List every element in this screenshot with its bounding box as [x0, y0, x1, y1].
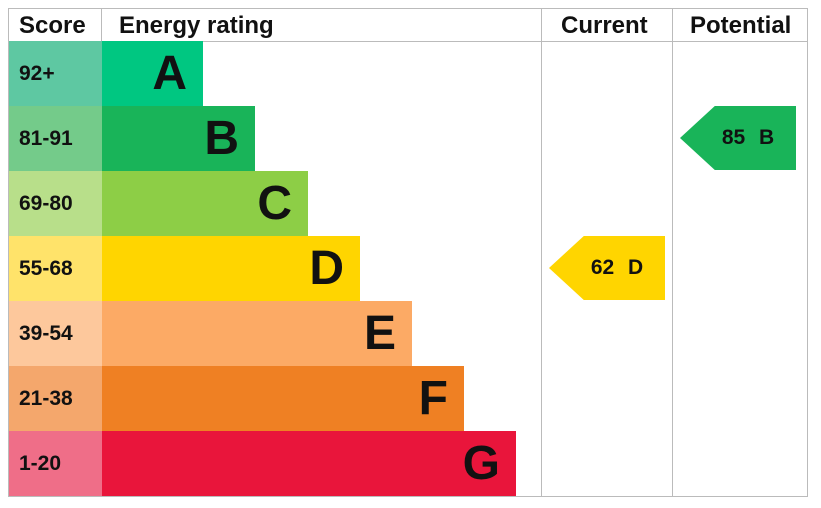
header-divider: [9, 41, 807, 42]
current-header: Current: [561, 12, 648, 39]
band-bar-g: G: [102, 431, 516, 496]
score-range-d: 55-68: [9, 236, 102, 301]
band-bar-d: D: [102, 236, 360, 301]
band-bar-f: F: [102, 366, 464, 431]
potential-rating-arrow: 85 B: [680, 106, 796, 170]
column-divider: [672, 9, 673, 496]
score-range-a: 92+: [9, 41, 102, 106]
score-range-f: 21-38: [9, 366, 102, 431]
potential-rating-label: 85 B: [721, 126, 775, 149]
score-range-g: 1-20: [9, 431, 102, 496]
energy-rating-header: Energy rating: [119, 12, 274, 39]
score-range-e: 39-54: [9, 301, 102, 366]
score-header: Score: [19, 12, 86, 39]
current-rating-arrow: 62 D: [549, 236, 665, 300]
epc-chart: Score Energy rating Current Potential 92…: [8, 8, 808, 497]
band-bar-e: E: [102, 301, 412, 366]
column-divider: [541, 9, 542, 496]
band-bar-a: A: [102, 41, 203, 106]
band-bar-b: B: [102, 106, 255, 171]
current-rating-label: 62 D: [590, 256, 644, 279]
score-range-c: 69-80: [9, 171, 102, 236]
potential-header: Potential: [690, 12, 792, 39]
band-bar-c: C: [102, 171, 308, 236]
score-range-b: 81-91: [9, 106, 102, 171]
